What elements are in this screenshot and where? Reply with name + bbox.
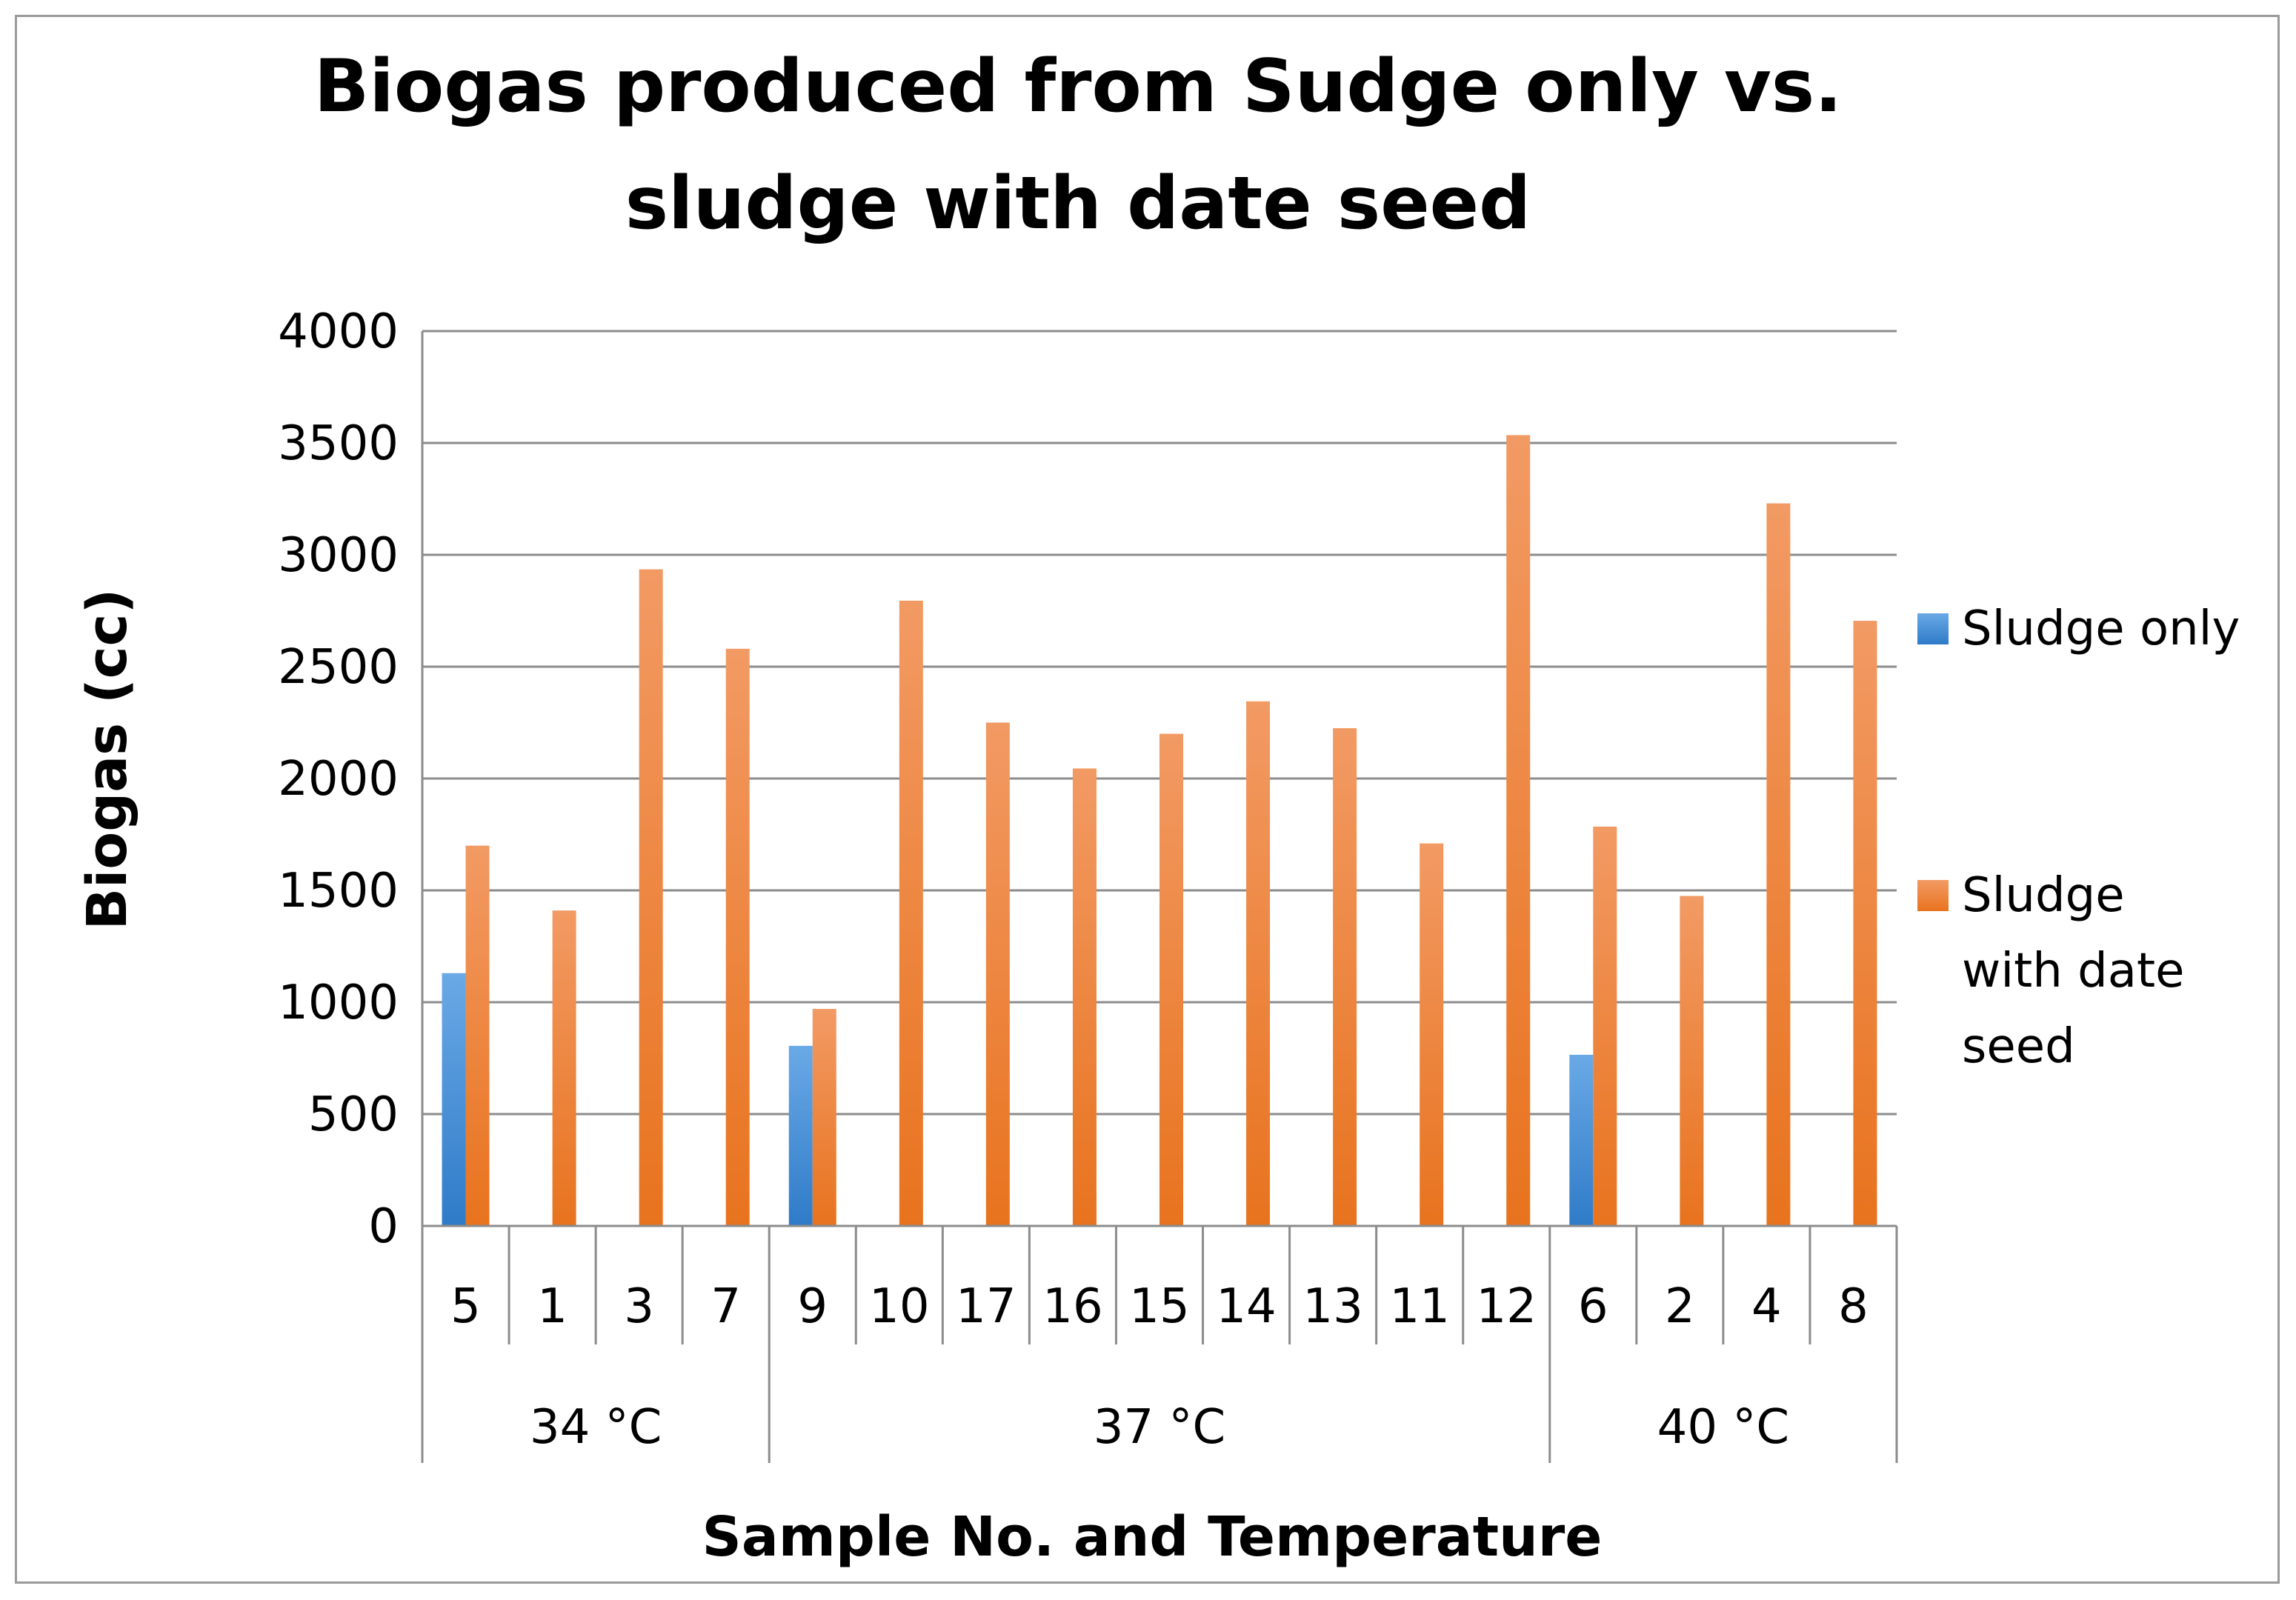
x-tick-label-12: 12 — [1477, 1279, 1537, 1334]
y-tick-label: 3500 — [278, 416, 399, 471]
legend-label-0: Sludge only — [1962, 601, 2240, 656]
x-tick-label-14: 14 — [1216, 1279, 1276, 1334]
x-axis-title: Sample No. and Temperature — [702, 1505, 1603, 1569]
bar-sludge-with-date-seed-7 — [725, 648, 750, 1226]
bar-sludge-with-date-seed-1 — [552, 910, 576, 1226]
legend-swatch-0 — [1917, 613, 1949, 644]
x-tick-label-9: 9 — [797, 1279, 828, 1334]
bar-sludge-with-date-seed-2 — [1680, 896, 1704, 1226]
bar-sludge-with-date-seed-5 — [465, 845, 490, 1226]
bar-sludge-with-date-seed-15 — [1159, 733, 1183, 1226]
group-label-1: 37 °C — [1094, 1400, 1225, 1455]
y-tick-label: 1500 — [278, 864, 399, 919]
bar-sludge-with-date-seed-4 — [1766, 503, 1791, 1226]
bar-sludge-with-date-seed-10 — [899, 600, 923, 1226]
chart-title-line-1: Biogas produced from Sudge only vs. — [314, 44, 1843, 129]
bar-sludge-with-date-seed-12 — [1506, 435, 1531, 1227]
bar-sludge-with-date-seed-16 — [1072, 768, 1097, 1226]
x-tick-label-10: 10 — [869, 1279, 929, 1334]
y-tick-label: 2000 — [278, 752, 399, 807]
y-tick-label: 500 — [308, 1087, 399, 1142]
x-tick-label-1: 1 — [537, 1279, 568, 1334]
x-tick-label-2: 2 — [1665, 1279, 1695, 1334]
x-tick-label-5: 5 — [450, 1279, 481, 1334]
bar-sludge-with-date-seed-6 — [1593, 826, 1617, 1226]
x-tick-label-7: 7 — [711, 1279, 741, 1334]
y-tick-label: 3000 — [278, 528, 399, 583]
chart-title-line-2: sludge with date seed — [625, 161, 1531, 246]
bar-sludge-only-9 — [788, 1045, 813, 1226]
x-tick-label-13: 13 — [1302, 1279, 1362, 1334]
y-tick-label: 1000 — [278, 976, 399, 1030]
x-tick-label-17: 17 — [956, 1279, 1016, 1334]
legend-label-1: with date — [1962, 944, 2184, 999]
legend-label-1: Sludge — [1962, 868, 2125, 923]
bar-sludge-with-date-seed-14 — [1246, 701, 1271, 1226]
y-axis-title: Biogas (cc) — [76, 589, 139, 930]
group-label-0: 34 °C — [530, 1400, 662, 1455]
x-tick-label-11: 11 — [1389, 1279, 1449, 1334]
chart-frame — [15, 15, 2280, 1584]
bar-sludge-with-date-seed-9 — [812, 1009, 836, 1226]
group-label-2: 40 °C — [1657, 1400, 1789, 1455]
bar-sludge-only-5 — [442, 973, 466, 1226]
legend-swatch-1 — [1917, 880, 1949, 911]
bar-sludge-with-date-seed-8 — [1853, 621, 1877, 1226]
x-tick-label-6: 6 — [1578, 1279, 1608, 1334]
y-tick-label: 0 — [368, 1199, 399, 1254]
bar-sludge-with-date-seed-3 — [639, 569, 663, 1226]
bar-sludge-with-date-seed-17 — [985, 722, 1010, 1226]
x-tick-label-3: 3 — [624, 1279, 654, 1334]
x-tick-label-8: 8 — [1838, 1279, 1869, 1334]
x-tick-label-16: 16 — [1042, 1279, 1102, 1334]
bar-sludge-only-6 — [1569, 1054, 1594, 1226]
legend-label-1: seed — [1962, 1019, 2075, 1074]
x-tick-label-15: 15 — [1129, 1279, 1189, 1334]
x-tick-label-4: 4 — [1751, 1279, 1782, 1334]
bar-sludge-with-date-seed-11 — [1420, 843, 1444, 1226]
bar-sludge-with-date-seed-13 — [1333, 728, 1357, 1226]
y-tick-label: 4000 — [278, 304, 399, 359]
y-tick-label: 2500 — [278, 640, 399, 695]
